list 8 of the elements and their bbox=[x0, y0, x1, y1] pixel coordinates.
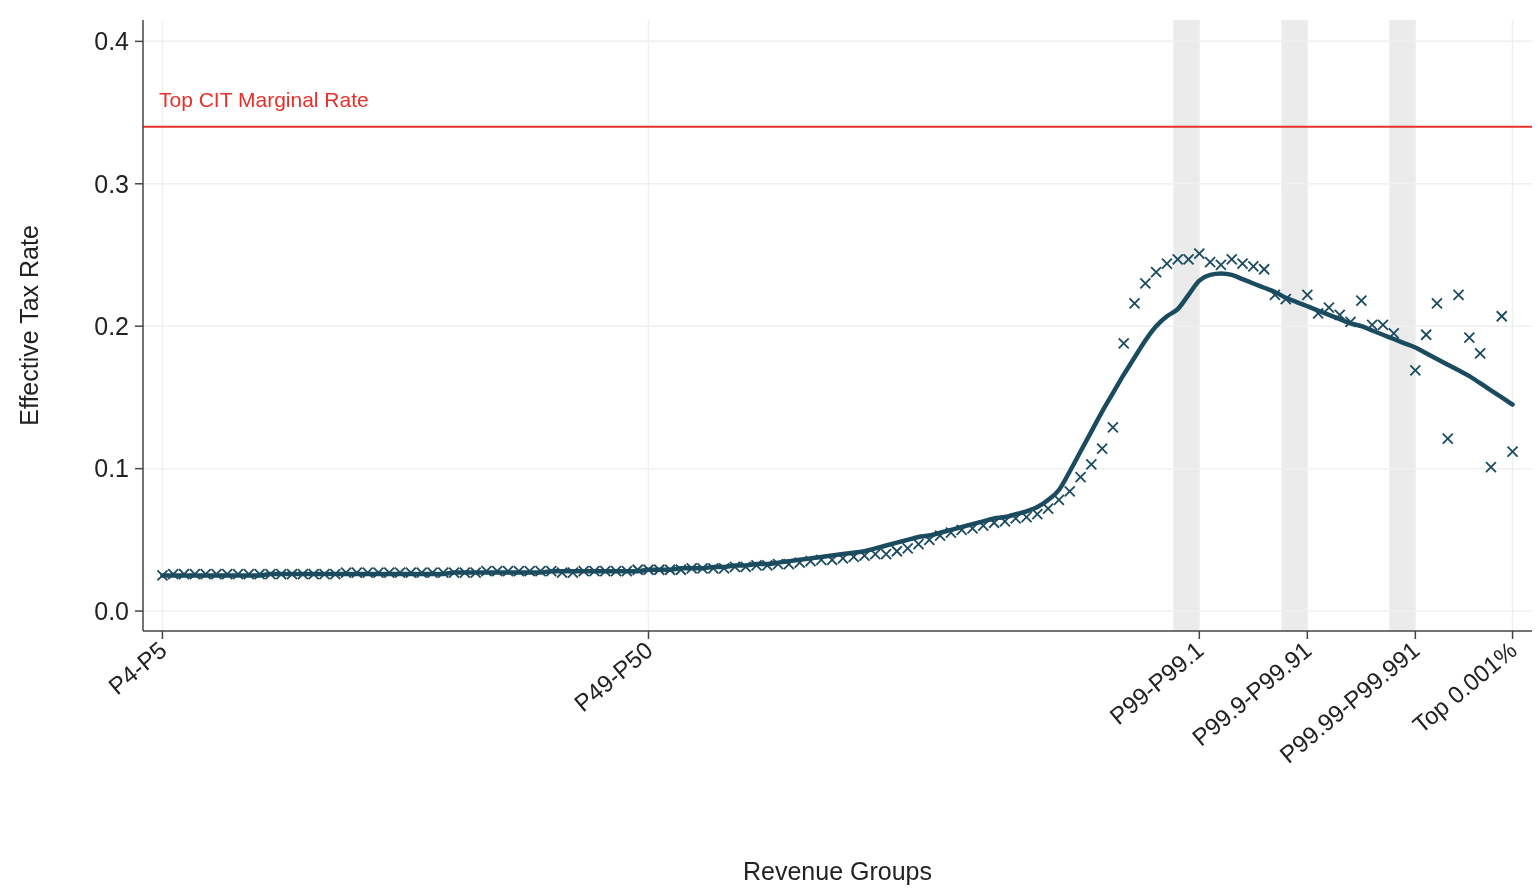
y-tick-label: 0.4 bbox=[94, 27, 130, 56]
ref-line-label: Top CIT Marginal Rate bbox=[159, 87, 369, 111]
y-tick-label: 0.0 bbox=[94, 596, 129, 625]
y-axis-title: Effective Tax Rate bbox=[15, 225, 43, 426]
x-axis-title: Revenue Groups bbox=[742, 857, 933, 885]
y-tick-label: 0.3 bbox=[94, 169, 129, 198]
y-tick-label: 0.2 bbox=[94, 311, 129, 340]
y-tick-label: 0.1 bbox=[94, 454, 129, 483]
